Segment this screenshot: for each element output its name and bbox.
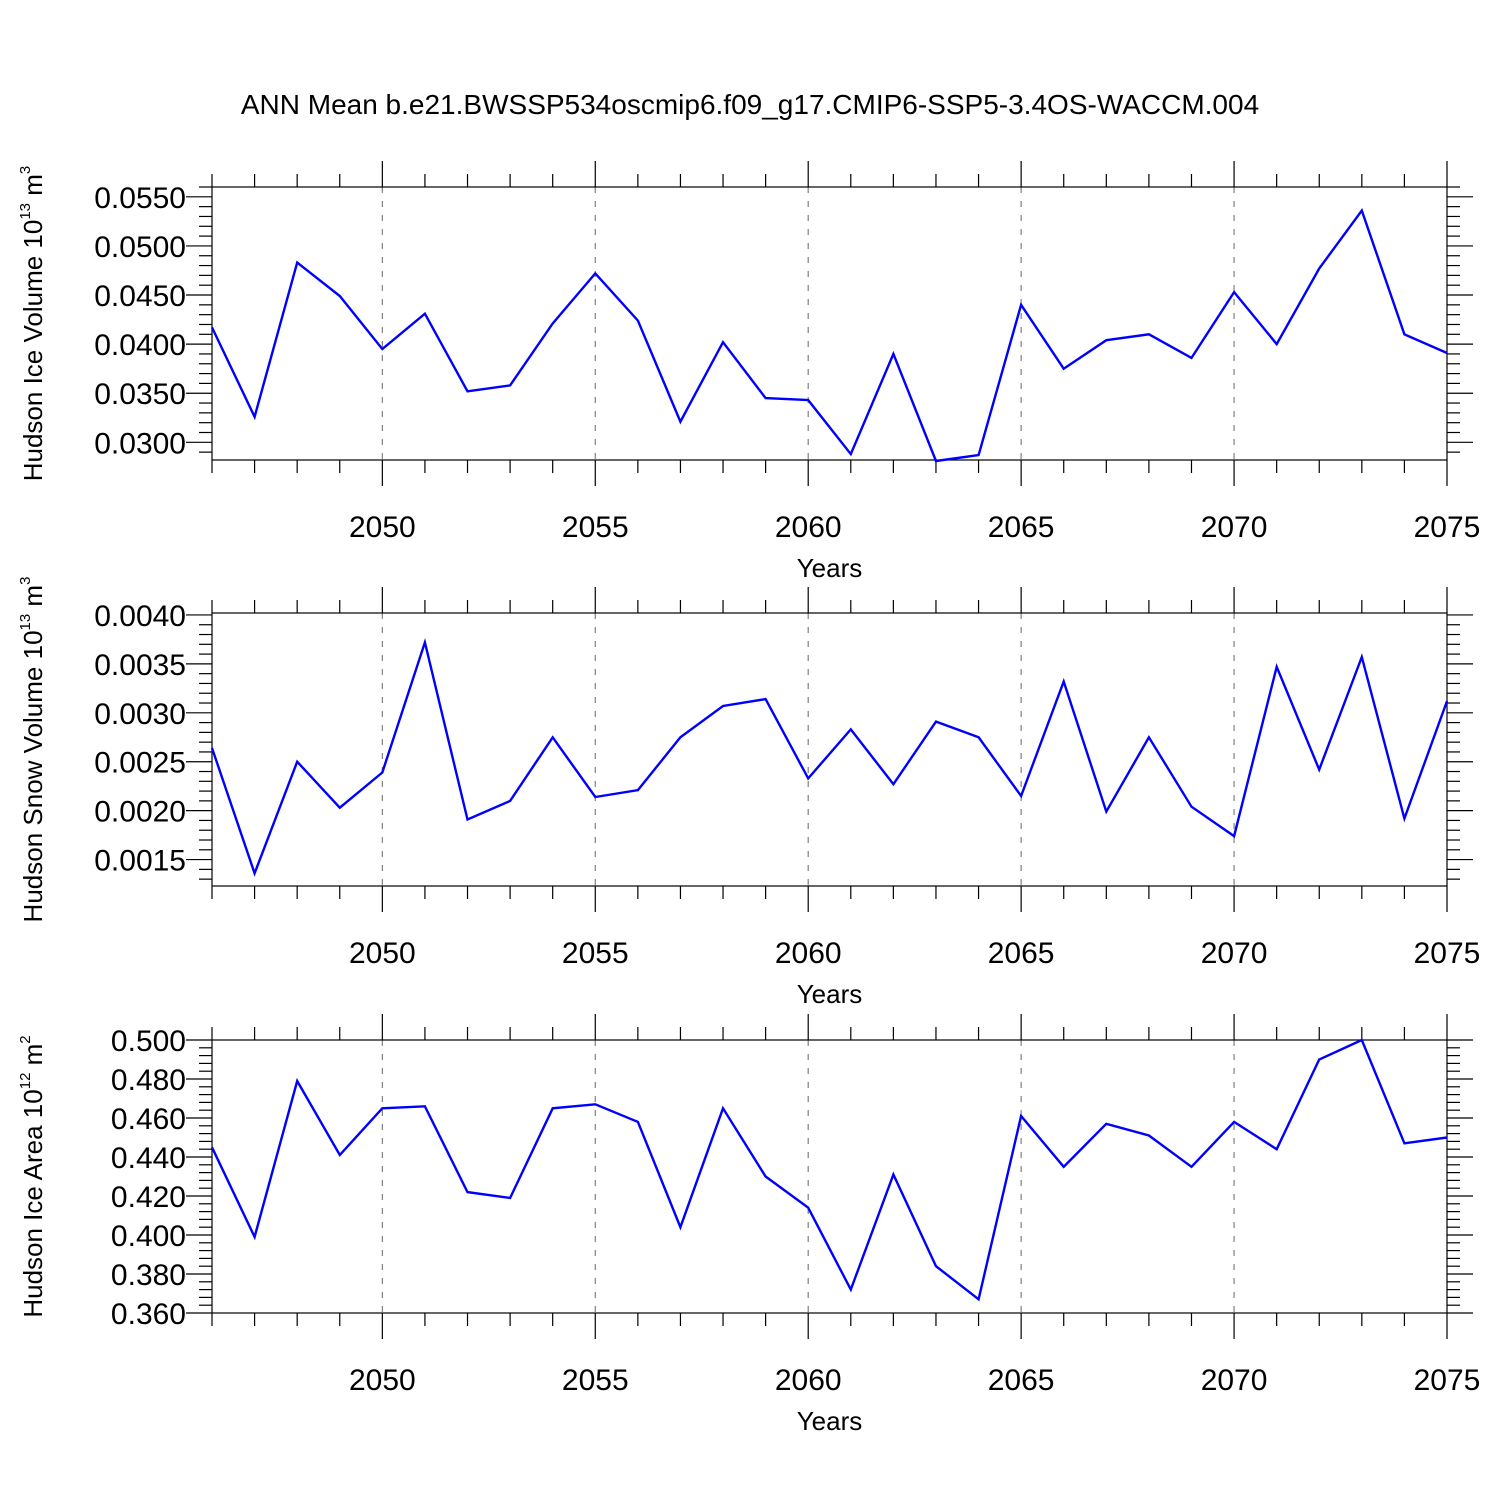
y-tick-label: 0.460 xyxy=(111,1103,186,1136)
y-tick-label: 0.380 xyxy=(111,1259,186,1292)
x-tick-label: 2065 xyxy=(988,511,1055,544)
y-axis-label: Hudson Ice Volume 1013 m3 xyxy=(17,166,48,482)
y-axis-label-superscript: 3 xyxy=(17,577,34,585)
figure-title: ANN Mean b.e21.BWSSP534oscmip6.f09_g17.C… xyxy=(241,89,1259,120)
y-axis-label-superscript: 13 xyxy=(17,614,34,631)
data-series-line xyxy=(210,208,1448,463)
x-tick-label: 2070 xyxy=(1201,937,1268,970)
data-series-line xyxy=(210,1038,1448,1302)
y-tick-label: 0.500 xyxy=(111,1025,186,1058)
x-tick-label: 2065 xyxy=(988,937,1055,970)
y-tick-label: 0.0550 xyxy=(94,182,186,215)
x-tick-label: 2060 xyxy=(775,1364,842,1397)
y-tick-label: 0.0040 xyxy=(94,600,186,633)
y-tick-label: 0.0020 xyxy=(94,796,186,829)
x-tick-label: 2060 xyxy=(775,511,842,544)
panels: 2050 2055 2060 2065 2070 2075 Years 0.0300 0.035… xyxy=(17,161,1480,1436)
y-tick-label: 0.0025 xyxy=(94,747,186,780)
x-tick-label: 2060 xyxy=(775,937,842,970)
x-tick-label: 2075 xyxy=(1414,511,1481,544)
x-tick-label: 2055 xyxy=(562,1364,629,1397)
x-tick-label: 2050 xyxy=(349,937,416,970)
data-series-line xyxy=(210,638,1449,877)
y-axis-label: Hudson Ice Area 1012 m2 xyxy=(17,1035,48,1317)
y-tick-label: 0.0015 xyxy=(94,845,186,878)
y-axis-label-part: Hudson Ice Area 10 xyxy=(18,1089,48,1317)
x-tick-label: 2070 xyxy=(1201,511,1268,544)
x-tick-label: 2075 xyxy=(1414,937,1481,970)
y-axis-label-part: m xyxy=(18,174,48,203)
x-tick-label: 2075 xyxy=(1414,1364,1481,1397)
chart-panel-2: 2050 2055 2060 2065 2070 2075 Years 0.0015 0.002… xyxy=(17,577,1480,1009)
y-axis-label-part: Hudson Ice Volume 10 xyxy=(18,220,48,482)
x-axis-label: Years xyxy=(797,1406,863,1436)
plot-frame xyxy=(211,1039,1448,1314)
y-axis-label-part: m xyxy=(18,585,48,614)
y-tick-label: 0.480 xyxy=(111,1064,186,1097)
plot-frame xyxy=(211,612,1448,887)
x-tick-label: 2070 xyxy=(1201,1364,1268,1397)
y-tick-label: 0.0450 xyxy=(94,280,186,313)
y-tick-label: 0.0500 xyxy=(94,231,186,264)
y-tick-label: 0.440 xyxy=(111,1142,186,1175)
x-tick-label: 2050 xyxy=(349,511,416,544)
chart-panel-3: 2050 2055 2060 2065 2070 2075 Years 0.360 0.380 0… xyxy=(17,1014,1480,1436)
y-tick-label: 0.0300 xyxy=(94,427,186,460)
y-axis-label-superscript: 3 xyxy=(17,166,34,174)
x-axis-label: Years xyxy=(797,553,863,583)
y-tick-label: 0.0035 xyxy=(94,649,186,682)
y-tick-label: 0.360 xyxy=(111,1298,186,1331)
y-axis-label-part: m xyxy=(18,1044,48,1073)
y-tick-label: 0.0030 xyxy=(94,698,186,731)
x-tick-label: 2050 xyxy=(349,1364,416,1397)
y-axis-label: Hudson Snow Volume 1013 m3 xyxy=(17,577,48,923)
x-axis-label: Years xyxy=(797,979,863,1009)
y-tick-label: 0.0400 xyxy=(94,329,186,362)
y-axis-label-part: Hudson Snow Volume 10 xyxy=(18,630,48,922)
y-tick-label: 0.400 xyxy=(111,1220,186,1253)
x-tick-label: 2055 xyxy=(562,937,629,970)
x-tick-label: 2055 xyxy=(562,511,629,544)
y-tick-label: 0.0350 xyxy=(94,378,186,411)
y-axis-label-superscript: 13 xyxy=(17,203,34,220)
plot-frame xyxy=(211,186,1448,461)
y-axis-label-superscript: 12 xyxy=(17,1073,34,1090)
y-tick-label: 0.420 xyxy=(111,1181,186,1214)
chart-panel-1: 2050 2055 2060 2065 2070 2075 Years 0.0300 0.035… xyxy=(17,161,1480,583)
x-tick-label: 2065 xyxy=(988,1364,1055,1397)
y-axis-label-superscript: 2 xyxy=(17,1035,34,1043)
